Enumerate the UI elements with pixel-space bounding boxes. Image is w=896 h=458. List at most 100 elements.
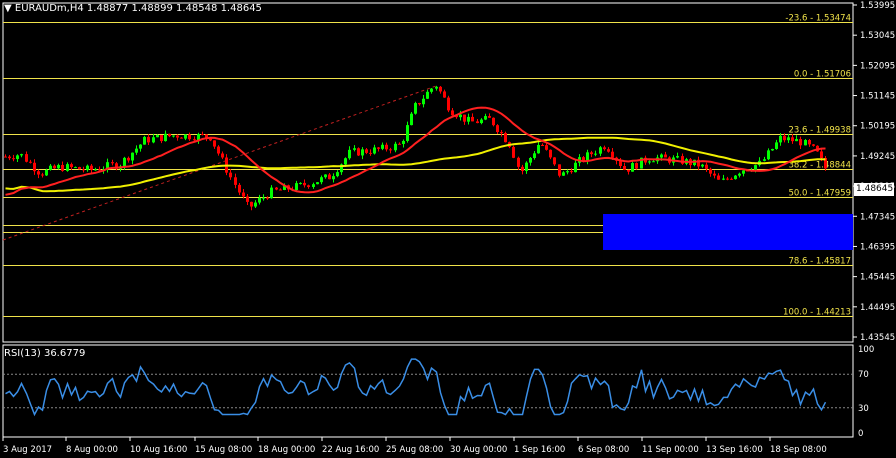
candle-body xyxy=(66,164,69,171)
candle-body xyxy=(25,154,28,162)
high-value: 1.48899 xyxy=(131,3,173,14)
candle-body xyxy=(430,88,433,92)
candle-body xyxy=(775,142,778,149)
candle-body xyxy=(541,144,544,146)
candle-body xyxy=(726,178,729,180)
symbol-timeframe: EURAUDm,H4 xyxy=(14,3,84,14)
price-tick-label: 1.53045 xyxy=(860,31,895,41)
candle-body xyxy=(139,144,142,149)
candle-body xyxy=(771,148,774,151)
time-tick-label: 13 Sep 16:00 xyxy=(706,445,763,455)
candle-body xyxy=(12,158,15,160)
time-tick-label: 10 Aug 16:00 xyxy=(130,445,187,455)
candle-body xyxy=(791,137,794,142)
price-tick-label: 1.45445 xyxy=(860,273,895,283)
candle-body xyxy=(426,91,429,99)
time-tick-label: 18 Aug 00:00 xyxy=(258,445,315,455)
rsi-axis-label: 100 xyxy=(858,345,874,355)
candle-body xyxy=(471,116,474,122)
candle-body xyxy=(443,91,446,98)
fib-label: -23.6 - 1.53474 xyxy=(785,14,851,24)
candle-body xyxy=(16,155,19,159)
candle-body xyxy=(717,175,720,180)
candle-body xyxy=(275,187,278,190)
candle-body xyxy=(767,150,770,160)
candle-body xyxy=(193,139,196,141)
candle-body xyxy=(459,114,462,118)
time-tick-label: 22 Aug 16:00 xyxy=(322,445,379,455)
candle-body xyxy=(328,174,331,180)
candle-body xyxy=(90,165,93,170)
candle-body xyxy=(558,164,561,176)
candle-body xyxy=(176,135,179,138)
candle-body xyxy=(611,151,614,158)
dropdown-arrow-icon[interactable]: ▼ xyxy=(4,3,12,14)
candle-body xyxy=(804,140,807,146)
rsi-axis-label: 0 xyxy=(858,429,863,439)
price-tick-label: 1.43545 xyxy=(860,333,895,343)
candle-body xyxy=(250,201,253,207)
candle-body xyxy=(467,116,470,122)
rsi-pane-frame xyxy=(2,344,854,438)
candle-body xyxy=(201,134,204,136)
candle-body xyxy=(135,148,138,153)
rsi-label: RSI(13) 36.6779 xyxy=(4,348,86,359)
candle-body xyxy=(344,158,347,165)
fib-label: 38.2 - 1.48844 xyxy=(788,161,851,171)
candle-body xyxy=(414,103,417,114)
candle-body xyxy=(627,169,630,172)
candle-body xyxy=(824,158,827,169)
candle-body xyxy=(787,137,790,141)
time-tick-label: 25 Aug 08:00 xyxy=(386,445,443,455)
candle-body xyxy=(98,169,101,171)
main-pane-frame xyxy=(2,2,854,343)
candle-body xyxy=(57,164,60,169)
candle-body xyxy=(410,113,413,126)
candle-body xyxy=(74,167,77,169)
candle-body xyxy=(336,172,339,177)
candle-body xyxy=(29,161,32,163)
candle-body xyxy=(221,153,224,158)
price-tick-label: 1.53995 xyxy=(860,1,895,11)
candle-body xyxy=(504,133,507,143)
candle-body xyxy=(123,157,126,167)
candle-body xyxy=(640,157,643,169)
candle-body xyxy=(603,147,606,150)
candle-body xyxy=(258,197,261,203)
candle-body xyxy=(365,149,368,153)
fib-label: 23.6 - 1.49938 xyxy=(788,126,851,136)
candle-body xyxy=(820,151,823,159)
candle-body xyxy=(480,119,483,124)
candle-body xyxy=(209,137,212,141)
candle-body xyxy=(496,125,499,133)
candle-body xyxy=(213,140,216,147)
candle-body xyxy=(730,178,733,180)
candle-body xyxy=(619,160,622,167)
candle-body xyxy=(590,152,593,155)
candle-body xyxy=(533,153,536,158)
candle-body xyxy=(369,152,372,154)
moving-average-slow xyxy=(5,136,826,193)
candle-body xyxy=(41,174,44,176)
price-tick-label: 1.50195 xyxy=(860,122,895,132)
candle-body xyxy=(451,110,454,116)
fib-trendline[interactable] xyxy=(2,85,437,241)
candlesticks xyxy=(4,85,827,211)
candle-body xyxy=(303,182,306,186)
candle-body xyxy=(324,174,327,178)
candle-body xyxy=(738,173,741,176)
candle-body xyxy=(348,149,351,159)
supply-demand-zone[interactable] xyxy=(603,214,853,250)
candle-body xyxy=(488,116,491,118)
candle-body xyxy=(586,152,589,161)
candle-body xyxy=(517,157,520,167)
fibonacci-levels[interactable]: -23.6 - 1.53474 0.0 - 1.51706 23.6 - 1.499… xyxy=(3,14,853,318)
candle-body xyxy=(500,132,503,134)
candle-body xyxy=(545,145,548,150)
candle-body xyxy=(131,152,134,161)
candle-body xyxy=(70,164,73,168)
candle-body xyxy=(33,162,36,172)
price-tick-label: 1.52095 xyxy=(860,61,895,71)
candle-body xyxy=(254,202,257,207)
